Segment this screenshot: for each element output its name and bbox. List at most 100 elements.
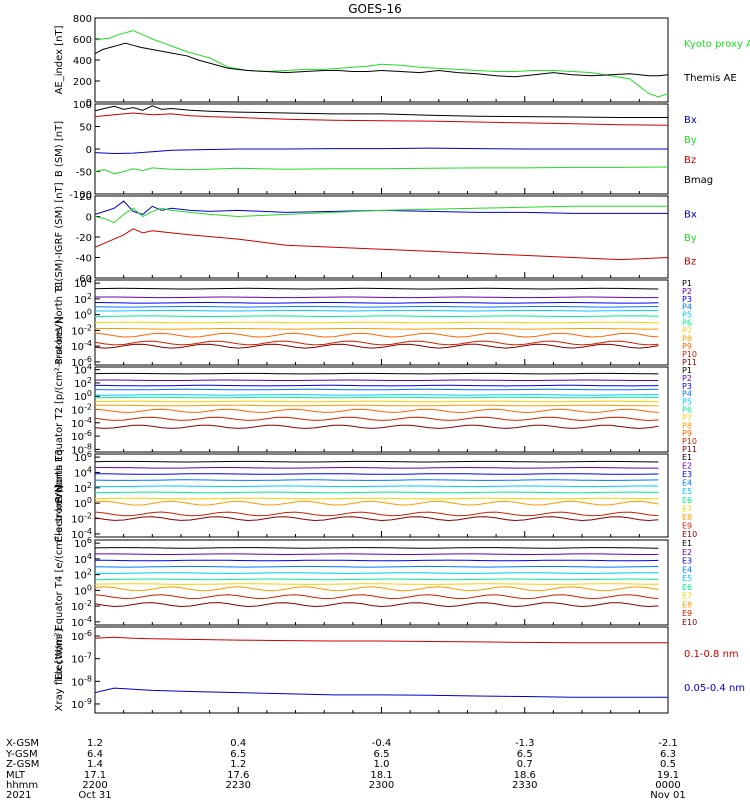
x-col-value: 2330: [512, 780, 537, 791]
legend-entry: P3: [682, 295, 692, 304]
legend-entry: E2: [682, 462, 692, 471]
channel-line: [95, 400, 659, 403]
legend-entry: Themis AE: [683, 73, 737, 84]
channel-line: [95, 396, 659, 399]
x-row-label: hhmm: [6, 780, 38, 791]
legend-entry: E4: [682, 565, 692, 574]
y-tick-label: 0: [86, 213, 92, 224]
y-tick-label: -60: [76, 274, 92, 285]
series-by: [95, 205, 668, 224]
legend-entry: E7: [682, 592, 692, 601]
x-col-value: -1.3: [515, 738, 535, 749]
legend-entry: P10: [682, 437, 697, 446]
legend-entry: E1: [682, 539, 692, 548]
y-axis-label: Electrons Equator T4 [e/(cm²-s-sr-keV)]: [54, 485, 65, 680]
channel-line: [95, 315, 659, 317]
y-tick-label: 100: [74, 389, 92, 403]
channel-line: [95, 416, 659, 422]
legend-entry: P4: [682, 303, 692, 312]
panel-bsm: -100 -50 0 50 100 B (SM) [nT] Bx By Bz Bmag: [54, 100, 713, 201]
channel-line: [95, 553, 659, 556]
legend-entry: P2: [682, 287, 692, 296]
x-col-value: Nov 01: [650, 790, 685, 800]
x-row-label: Y-GSM: [5, 749, 38, 760]
x-row-label: Z-GSM: [6, 759, 39, 770]
legend-entry: P9: [682, 342, 692, 351]
series-themis-ae: [95, 42, 668, 78]
y-tick-label: 600: [73, 35, 92, 46]
legend-entry: P8: [682, 334, 692, 343]
y-tick-label: 10-2: [71, 512, 92, 526]
x-col-value: 17.6: [227, 770, 249, 781]
x-col-value: 6.5: [230, 749, 246, 760]
y-axis-label: Protons North T1: [54, 280, 65, 364]
series-group: [95, 30, 668, 98]
panel-frame: [94, 626, 669, 714]
legend-entry: E8: [682, 513, 692, 522]
y-tick-label: 100: [74, 583, 92, 597]
legend-entry: 0.1-0.8 nm: [684, 649, 739, 660]
y-tick-label: 100: [74, 496, 92, 510]
x-col-value: 18.1: [370, 770, 392, 781]
x-col-value: 2230: [226, 780, 251, 791]
legend-entry: E5: [682, 574, 692, 583]
channel-line: [95, 594, 659, 600]
legend-entry: P7: [682, 326, 692, 335]
series-group: [95, 547, 659, 608]
channel-line: [95, 343, 659, 349]
legend-entry: E5: [682, 487, 692, 496]
y-tick-label: 400: [73, 56, 92, 67]
y-tick-label: -100: [69, 190, 92, 201]
x-col-value: -0.4: [372, 738, 392, 749]
channel-line: [95, 497, 659, 500]
legend-entry: E9: [682, 609, 692, 618]
legend-entry: E6: [682, 583, 692, 592]
legend-entry: Bz: [684, 256, 696, 267]
series-group: [95, 105, 668, 175]
channel-line: [95, 565, 659, 568]
legend-entry: Bx: [684, 210, 697, 221]
legend-entry: P3: [682, 382, 692, 391]
channel-line: [95, 332, 659, 338]
series-group: [95, 460, 659, 522]
legend-entry: E2: [682, 548, 692, 557]
y-tick-label: 10-6: [71, 629, 92, 643]
channel-line: [95, 500, 659, 506]
legend-entry: E3: [682, 470, 692, 479]
channel-line: [95, 328, 659, 330]
channel-line: [95, 479, 659, 481]
y-tick-label: 0: [86, 98, 92, 109]
legend: Bx By Bz Bmag: [684, 115, 713, 186]
x-col-value: 0000: [655, 780, 680, 791]
legend-entry: Bmag: [684, 175, 713, 186]
channel-line: [95, 559, 659, 562]
y-tick-label: 10-6: [71, 429, 92, 443]
channel-line: [95, 372, 659, 375]
x-col-value: 6.3: [660, 749, 676, 760]
legend-entry: Bz: [684, 155, 696, 166]
channel-line: [95, 586, 659, 592]
y-tick-label: 104: [74, 276, 92, 290]
y-tick-label: 10-6: [71, 355, 92, 369]
legend-entry: P6: [682, 319, 692, 328]
y-tick-label: -40: [76, 254, 92, 265]
y-tick-label: 200: [73, 77, 92, 88]
series-group: [95, 372, 659, 429]
y-tick-label: -20: [76, 233, 92, 244]
channel-line: [95, 388, 659, 391]
channel-line: [95, 287, 659, 290]
y-tick-label: 104: [74, 363, 92, 377]
legend-entry: P9: [682, 429, 692, 438]
channel-line: [95, 572, 659, 574]
series-bmag: [95, 105, 668, 118]
x-col-value: Oct 31: [78, 790, 111, 800]
x-col-value: 2300: [369, 780, 394, 791]
y-axis-label: B (SM)-IGRF (SM) [nT]: [54, 182, 65, 291]
channel-line: [95, 302, 659, 304]
